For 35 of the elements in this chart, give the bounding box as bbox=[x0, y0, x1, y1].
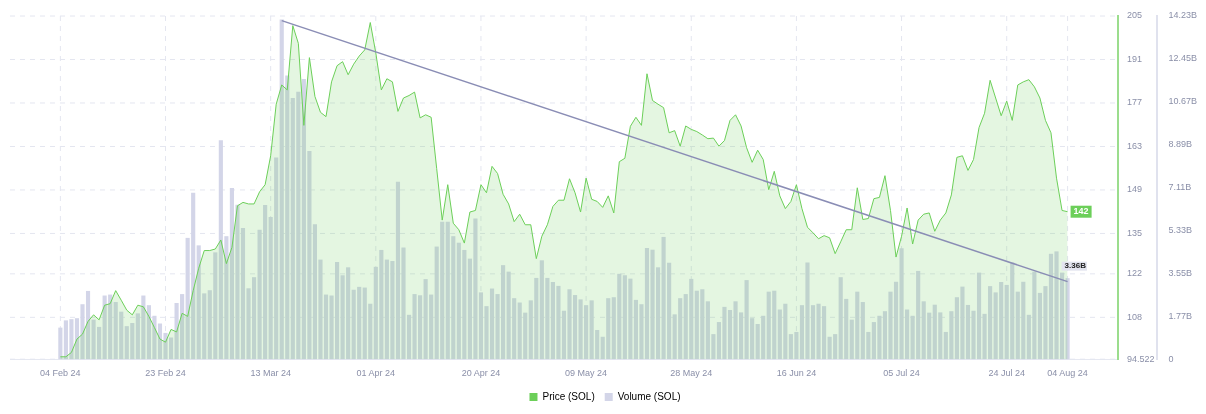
y-tick-label: 122 bbox=[1126, 268, 1142, 279]
x-tick-label: 09 May 24 bbox=[565, 368, 608, 379]
x-tick-label: 13 Mar 24 bbox=[250, 368, 291, 379]
x-tick-label: 04 Feb 24 bbox=[40, 368, 81, 379]
y2-tick-label: 0 bbox=[1168, 353, 1174, 364]
y2-tick-label: 5.33B bbox=[1168, 225, 1193, 236]
data-label: 3.36B bbox=[1064, 261, 1087, 271]
x-tick-label: 23 Feb 24 bbox=[145, 368, 186, 379]
y-tick-label: 191 bbox=[1126, 53, 1142, 64]
y2-tick-label: 14.23B bbox=[1168, 10, 1198, 21]
x-tick-label: 20 Apr 24 bbox=[461, 368, 501, 379]
y2-tick-label: 10.67B bbox=[1168, 96, 1198, 107]
legend-label: Volume (SOL) bbox=[617, 390, 681, 402]
x-tick-label: 01 Apr 24 bbox=[356, 368, 396, 379]
x-tick-label: 16 Jun 24 bbox=[776, 368, 817, 379]
bar bbox=[58, 327, 63, 360]
y2-tick-label: 8.89B bbox=[1168, 139, 1193, 150]
y-tick-label: 205 bbox=[1126, 10, 1142, 21]
y2-tick-label: 7.11B bbox=[1168, 182, 1192, 193]
legend-label: Price (SOL) bbox=[542, 390, 595, 402]
y-tick-label: 149 bbox=[1126, 184, 1142, 195]
x-tick-label: 05 Jul 24 bbox=[883, 368, 920, 379]
y-tick-label: 163 bbox=[1126, 140, 1142, 151]
y-tick-label: 94.522 bbox=[1126, 353, 1155, 364]
y-tick-label: 177 bbox=[1126, 97, 1142, 108]
x-tick-label: 28 May 24 bbox=[670, 368, 713, 379]
bar bbox=[1065, 278, 1070, 360]
x-tick-label: 24 Jul 24 bbox=[988, 368, 1025, 379]
y2-tick-label: 3.55B bbox=[1168, 268, 1193, 279]
data-label: 142 bbox=[1073, 206, 1089, 217]
y-tick-label: 135 bbox=[1126, 227, 1142, 238]
y2-tick-label: 12.45B bbox=[1168, 53, 1198, 64]
x-tick-label: 04 Aug 24 bbox=[1047, 368, 1088, 379]
y2-tick-label: 1.77B bbox=[1168, 311, 1193, 321]
y-tick-label: 108 bbox=[1126, 311, 1142, 322]
